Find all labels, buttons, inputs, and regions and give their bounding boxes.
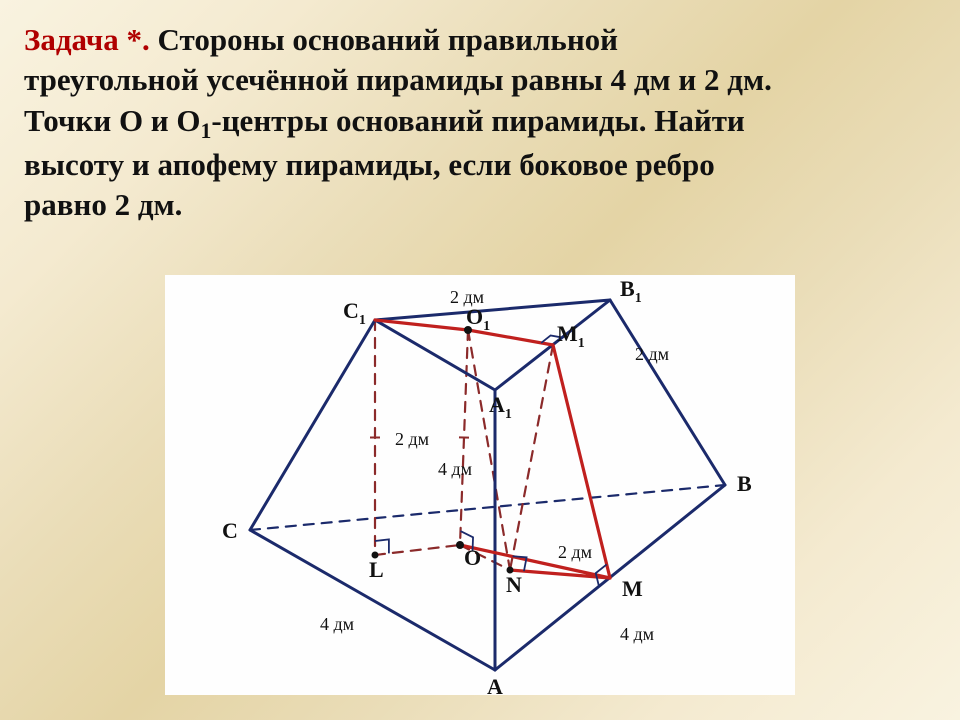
label-C1: C1	[343, 298, 366, 328]
label-L: L	[369, 557, 384, 582]
label-M1: M1	[557, 321, 585, 351]
line3b: -центры оснований пирамиды. Найти	[211, 103, 744, 138]
label-N: N	[506, 572, 522, 597]
line1-rest: Стороны оснований правильной	[150, 22, 618, 57]
dim-label-1: 2 дм	[635, 344, 669, 364]
point-O	[456, 541, 464, 549]
edge-dashed-O1N	[468, 330, 510, 570]
label-O: O	[464, 545, 481, 570]
edge-hl-O1M1	[468, 330, 553, 345]
right-angle-L	[375, 539, 389, 553]
line4: высоту и апофему пирамиды, если боковое …	[24, 147, 715, 182]
task-label: Задача *.	[24, 22, 150, 57]
edge-dashed-CB	[250, 485, 725, 530]
edge-AC	[250, 530, 495, 670]
edge-BB1	[610, 300, 725, 485]
dim-label-5: 4 дм	[320, 614, 354, 634]
label-A1: A1	[489, 392, 512, 422]
line2: треугольной усечённой пирамиды равны 4 д…	[24, 62, 772, 97]
line3a: Точки О и О	[24, 103, 201, 138]
geometry-figure: ABCA1B1C1OO1MM1NL2 дм2 дм2 дм4 дм2 дм4 д…	[165, 275, 795, 695]
line5: равно 2 дм.	[24, 187, 182, 222]
label-M: M	[622, 576, 643, 601]
line3-sub: 1	[201, 119, 212, 143]
problem-statement: Задача *. Стороны оснований правильной т…	[24, 20, 936, 226]
dim-label-2: 2 дм	[395, 429, 429, 449]
dim-label-3: 4 дм	[438, 459, 472, 479]
dim-label-0: 2 дм	[450, 287, 484, 307]
label-B: B	[737, 471, 752, 496]
label-A: A	[487, 674, 503, 695]
edge-dashed-M1N	[510, 345, 553, 570]
edge-B1C1	[375, 300, 610, 320]
dim-label-4: 2 дм	[558, 542, 592, 562]
label-B1: B1	[620, 276, 642, 306]
label-C: C	[222, 518, 238, 543]
dim-label-6: 4 дм	[620, 624, 654, 644]
edge-dashed-LO	[375, 545, 460, 555]
edge-CC1	[250, 320, 375, 530]
